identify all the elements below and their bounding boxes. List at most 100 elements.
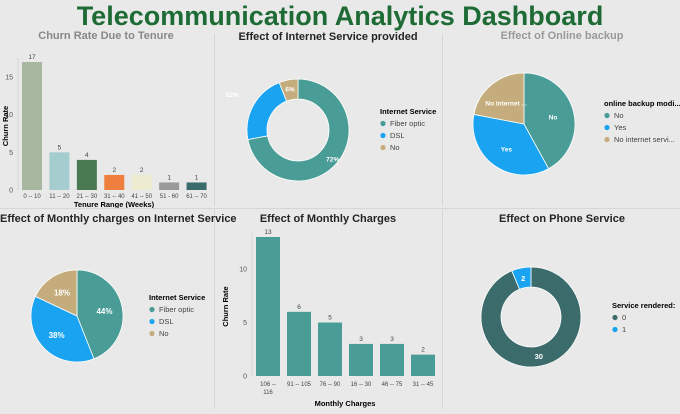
phone-data-label: 2 [521, 274, 525, 283]
monthly-chart-panel: Effect of Monthly Charges 0 5 10 13 106 --11… [216, 210, 440, 409]
monthly_internet-slice [34, 269, 78, 317]
tenure-data-label: 2 [140, 167, 144, 174]
monthly-data-label: 5 [328, 315, 332, 322]
monthly-x-tick: 46 -- 75 [382, 382, 403, 388]
backup-data-label: Yes [501, 146, 513, 153]
internet-legend-label: No [390, 143, 400, 152]
monthly_internet-slice [30, 295, 95, 363]
internet-data-label: 72% [326, 157, 339, 164]
internet-slice [278, 78, 299, 102]
tenure-data-label: 1 [167, 174, 171, 181]
backup-slice [473, 72, 525, 125]
phone-legend-marker [612, 326, 618, 333]
monthly-x-tick: 31 -- 45 [413, 382, 434, 388]
monthly_internet-legend-marker [149, 306, 155, 313]
monthly-bar [349, 343, 373, 376]
internet-donut-chart: 72% 22% 6% Internet Service Fiber optic DSL No [226, 78, 436, 182]
tenure-bar [186, 182, 207, 190]
tenure-data-label: 4 [85, 152, 89, 159]
tenure-data-label: 5 [58, 144, 62, 151]
tenure-x-tick: 11 -- 20 [49, 194, 70, 200]
monthly_internet-data-label: 18% [54, 288, 70, 297]
tenure-data-label: 2 [112, 167, 116, 174]
phone-slice [480, 266, 582, 368]
monthly-x-tick: 16 -- 30 [351, 382, 372, 388]
monthly_internet-legend-label: DSL [159, 317, 174, 326]
internet-chart-panel: Effect of Internet Service provided 72% 2… [216, 26, 440, 208]
backup-legend-label: No [614, 111, 624, 120]
monthly-internet-chart-panel: Effect of Monthly charges on Internet Se… [0, 210, 237, 409]
monthly-y-tick: 10 [239, 267, 247, 274]
internet-legend-marker [380, 144, 386, 151]
separator [214, 34, 215, 206]
backup-legend-label: No internet servi... [614, 135, 675, 144]
monthly-x-tick: 91 -- 105 [287, 382, 312, 388]
phone-legend-label: 0 [622, 313, 626, 322]
separator [214, 210, 215, 409]
backup-legend-marker [604, 112, 610, 119]
separator [442, 34, 443, 206]
monthly-internet-pie-chart: 44% 38% 18% Internet Service Fiber optic DSL N… [30, 269, 205, 363]
monthly-bar [380, 343, 404, 376]
phone-chart-title: Effect on Phone Service [499, 213, 625, 225]
tenure-bar [76, 159, 97, 190]
tenure-x-tick: 0 -- 10 [23, 194, 41, 200]
tenure-y-tick: 15 [5, 75, 13, 82]
backup-legend-marker [604, 124, 610, 131]
tenure-y-label: Churn Rate [1, 106, 10, 146]
tenure-y-tick: 5 [9, 150, 13, 157]
phone-legend-label: 1 [622, 325, 626, 334]
internet-data-label: 22% [226, 92, 239, 99]
tenure-chart-title: Churn Rate Due to Tenure [38, 30, 174, 42]
monthly_internet-legend-label: No [159, 329, 169, 338]
internet-legend-marker [380, 120, 386, 127]
backup-chart-panel: Effect of Online backup No Yes No internet… [444, 26, 680, 208]
tenure-data-label: 1 [195, 174, 199, 181]
phone-data-label: 30 [535, 352, 543, 361]
tenure-bar [159, 182, 180, 190]
monthly-y-tick: 0 [243, 374, 247, 381]
internet-legend-label: Fiber optic [390, 119, 425, 128]
tenure-x-tick: 51 - 60 [160, 194, 179, 200]
tenure-bar-chart: 0 5 10 15 17 0 -- 10 5 11 -- 20 4 21 -- 30 2 31 -- … [1, 54, 208, 209]
tenure-bar [49, 152, 70, 190]
tenure-x-tick: 31 -- 40 [104, 194, 125, 200]
tenure-bar [131, 174, 152, 190]
monthly_internet-legend-title: Internet Service [149, 293, 205, 302]
monthly-data-label: 3 [359, 336, 363, 343]
backup-pie-chart: No Yes No internet ... online backup modi..… [472, 72, 680, 176]
internet-data-label: 6% [285, 87, 295, 94]
tenure-data-label: 17 [28, 54, 36, 61]
monthly-chart-title: Effect of Monthly Charges [259, 213, 397, 225]
monthly-bar-chart: 0 5 10 13 106 --116 6 91 -- 105 5 76 -- 90 3 16 --… [221, 229, 435, 408]
internet-slice [247, 78, 350, 182]
monthly-bar [411, 354, 435, 376]
phone-donut-chart: 30 2 Service rendered: 0 1 [480, 266, 675, 368]
monthly-bar [318, 322, 342, 376]
monthly-x-label: Monthly Charges [315, 399, 376, 408]
monthly-y-label: Churn Rate [221, 286, 230, 326]
internet-legend-marker [380, 132, 386, 139]
internet-slice [246, 82, 288, 141]
phone-legend-marker [612, 314, 618, 321]
tenure-x-tick: 41 -- 50 [131, 194, 152, 200]
backup-legend-marker [604, 136, 610, 143]
tenure-y-tick: 0 [9, 188, 13, 195]
separator [442, 210, 443, 409]
backup-legend-title: online backup modi... [604, 99, 680, 108]
monthly-data-label: 2 [421, 347, 425, 354]
monthly-internet-chart-title: Effect of Monthly charges on Internet Se… [0, 213, 237, 225]
tenure-x-tick: 21 -- 30 [77, 194, 98, 200]
tenure-chart-panel: Churn Rate Due to Tenure 0 5 10 15 17 0 -- 10… [0, 26, 212, 209]
monthly_internet-legend-label: Fiber optic [159, 305, 194, 314]
monthly-data-label: 13 [264, 229, 272, 236]
tenure-x-tick: 61 -- 70 [186, 194, 207, 200]
monthly-data-label: 6 [297, 304, 301, 311]
monthly_internet-slice [76, 269, 124, 360]
internet-legend-title: Internet Service [380, 107, 436, 116]
monthly_internet-data-label: 44% [96, 307, 112, 316]
internet-chart-title: Effect of Internet Service provided [238, 31, 418, 43]
backup-legend-label: Yes [614, 123, 626, 132]
dashboard-title: Telecommunication Analytics Dashboard [76, 1, 604, 31]
monthly_internet-data-label: 38% [49, 331, 65, 340]
